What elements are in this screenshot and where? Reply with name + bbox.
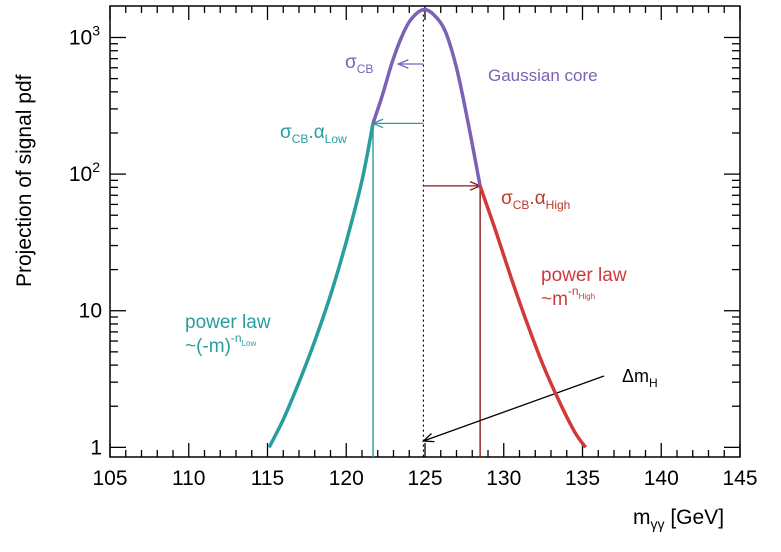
annotation-arrows [371,59,605,443]
power-law-low-line2: ~(-m)-nLow [185,331,256,357]
x-axis-title: mγγ [GeV] [633,506,724,532]
y-tick-label: 102 [69,159,100,186]
x-tick-label: 110 [172,467,205,490]
x-tick-label: 115 [251,467,284,490]
power-law-low-line1: power law [185,312,271,333]
alpha-low-label: σCB.αLow [280,122,347,146]
power-law-high-curve [478,185,588,449]
alpha-high-arrow [423,181,482,191]
x-tick-label: 140 [644,467,679,490]
x-tick-labels: 105 110 115 120 125 130 135 140 145 [92,467,757,490]
y-tick-label: 10 [79,300,102,323]
delta-mh-arrow [421,375,605,443]
axis-ticks [109,6,741,457]
x-tick-label: 135 [565,467,600,490]
plot-frame [109,5,741,458]
power-law-low-curve [267,123,375,449]
alpha-low-arrow [371,118,424,129]
x-tick-label: 145 [722,467,757,490]
y-tick-label: 103 [69,22,100,49]
x-tick-label: 130 [486,467,521,490]
y-tick-labels: 1 10 102 103 [69,22,102,459]
power-law-high-line1: power law [541,265,627,286]
x-tick-label: 105 [92,467,127,490]
gaussian-core-label: Gaussian core [488,66,598,85]
gaussian-core-curve [371,7,482,187]
power-law-high-line2: ~m-nHigh [541,284,595,310]
y-tick-label: 1 [90,436,102,459]
sigma-cb-arrow [396,59,424,69]
x-tick-label: 125 [407,467,442,490]
delta-mh-label: ΔmH [622,366,658,390]
x-tick-label: 120 [329,467,364,490]
alpha-high-label: σCB.αHigh [501,188,570,212]
y-axis-title: Projection of signal pdf [13,74,36,287]
sigma-cb-label: σCB [345,52,373,76]
